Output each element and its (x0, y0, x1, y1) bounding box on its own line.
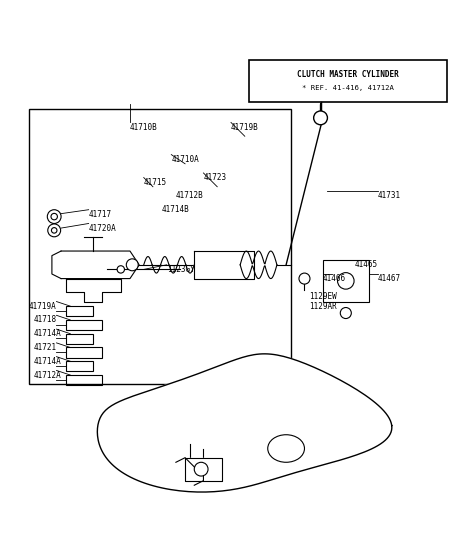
Circle shape (194, 463, 208, 476)
Circle shape (48, 224, 61, 237)
Bar (249, 60, 447, 102)
Circle shape (51, 213, 57, 220)
Bar (66, 347, 103, 358)
Text: 41717: 41717 (89, 210, 112, 219)
Circle shape (126, 259, 138, 271)
Circle shape (299, 273, 310, 284)
Polygon shape (66, 278, 121, 301)
Text: 41723: 41723 (203, 173, 226, 182)
Bar (66, 334, 93, 344)
Bar (66, 361, 93, 372)
Polygon shape (97, 354, 392, 492)
Text: * REF. 41-416, 41712A: * REF. 41-416, 41712A (302, 85, 394, 91)
Text: 41720A: 41720A (89, 224, 116, 232)
Text: 41714A: 41714A (34, 357, 61, 366)
Text: 41712A: 41712A (34, 370, 61, 380)
Bar (29, 109, 291, 384)
Polygon shape (52, 251, 61, 278)
Text: 41466: 41466 (323, 274, 346, 283)
Text: 41710A: 41710A (171, 155, 199, 164)
Text: 41719B: 41719B (231, 123, 259, 132)
Text: 41710B: 41710B (130, 123, 158, 132)
Circle shape (51, 227, 57, 233)
Circle shape (314, 111, 328, 125)
Circle shape (117, 266, 124, 273)
Text: 41465: 41465 (355, 260, 378, 269)
Text: 41712B: 41712B (176, 191, 204, 201)
Bar (66, 320, 103, 330)
Text: 41467: 41467 (378, 274, 401, 283)
Polygon shape (61, 251, 139, 278)
Text: 1129EW
1129AR: 1129EW 1129AR (309, 292, 337, 311)
Text: 41731: 41731 (378, 191, 401, 201)
Circle shape (338, 272, 354, 289)
Text: 41714A: 41714A (34, 329, 61, 338)
Text: 41721: 41721 (34, 343, 57, 352)
Polygon shape (194, 251, 254, 278)
Text: CLUTCH MASTER CYLINDER: CLUTCH MASTER CYLINDER (297, 70, 399, 79)
Circle shape (340, 307, 351, 318)
Text: 41719A: 41719A (29, 301, 57, 311)
Ellipse shape (268, 435, 304, 463)
Text: 41715: 41715 (144, 178, 167, 187)
Text: 1123GY: 1123GY (167, 265, 195, 274)
Bar (66, 375, 103, 385)
Text: 41718: 41718 (34, 316, 57, 324)
Bar (66, 306, 93, 316)
Bar (323, 260, 369, 301)
Text: 41714B: 41714B (162, 205, 190, 214)
Circle shape (47, 210, 61, 224)
Polygon shape (185, 458, 222, 481)
